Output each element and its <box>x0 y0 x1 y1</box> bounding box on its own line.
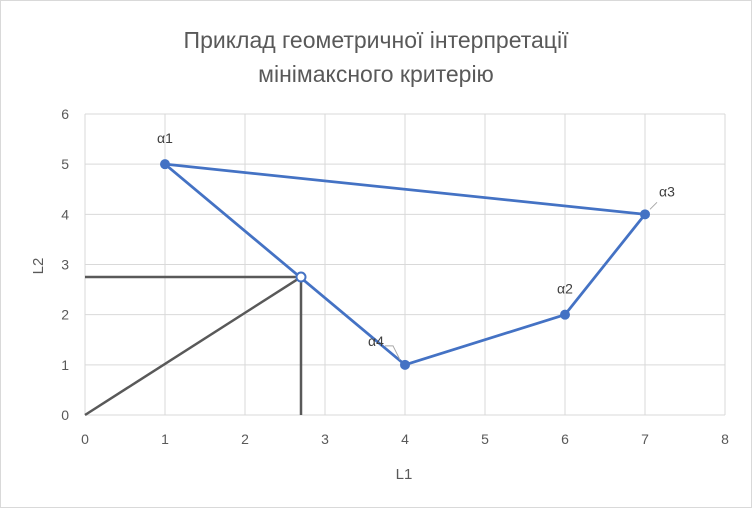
y-tick-label: 4 <box>61 206 69 222</box>
chart-title-line-1: Приклад геометричної інтерпретації <box>183 27 569 53</box>
x-axis-label: L1 <box>396 466 413 483</box>
x-tick-label: 6 <box>561 431 569 447</box>
y-tick-label: 6 <box>61 106 69 122</box>
data-point-α3 <box>640 209 650 220</box>
minimax-helper-lines <box>84 275 303 417</box>
y-tick-label: 3 <box>61 257 69 273</box>
x-tick-label: 0 <box>81 431 89 447</box>
x-tick-label: 3 <box>321 431 329 447</box>
data-point-α2 <box>560 309 570 320</box>
series-polygon: α1 α2 α3 α4 <box>157 130 675 370</box>
data-label-α3: α3 <box>659 183 675 199</box>
tick-labels: 0 1 2 3 4 5 6 7 8 0 1 2 3 4 5 6 <box>61 106 729 447</box>
y-tick-label: 1 <box>61 357 69 373</box>
label-leader-α4 <box>385 345 401 361</box>
data-point-α4 <box>400 359 410 370</box>
data-label-α4: α4 <box>368 333 384 349</box>
grid-lines <box>84 113 726 416</box>
y-tick-label: 5 <box>61 156 69 172</box>
data-label-α1: α1 <box>157 130 173 146</box>
x-tick-label: 5 <box>481 431 489 447</box>
y-tick-label: 2 <box>61 307 69 323</box>
chart-title-line-2: мінімаксного критерію <box>258 61 494 87</box>
chart-title: Приклад геометричної інтерпретації мінім… <box>1 23 751 91</box>
x-tick-label: 1 <box>161 431 169 447</box>
x-tick-label: 7 <box>641 431 649 447</box>
data-label-α2: α2 <box>557 281 573 297</box>
minimax-point <box>295 271 307 283</box>
data-point-α1 <box>160 159 170 170</box>
x-tick-label: 8 <box>721 431 729 447</box>
x-tick-label: 4 <box>401 431 409 447</box>
diagonal-helper-line <box>84 275 302 417</box>
label-leader-α3 <box>649 201 658 210</box>
x-tick-label: 2 <box>241 431 249 447</box>
y-axis-label: L2 <box>30 258 47 275</box>
y-tick-label: 0 <box>61 407 69 423</box>
